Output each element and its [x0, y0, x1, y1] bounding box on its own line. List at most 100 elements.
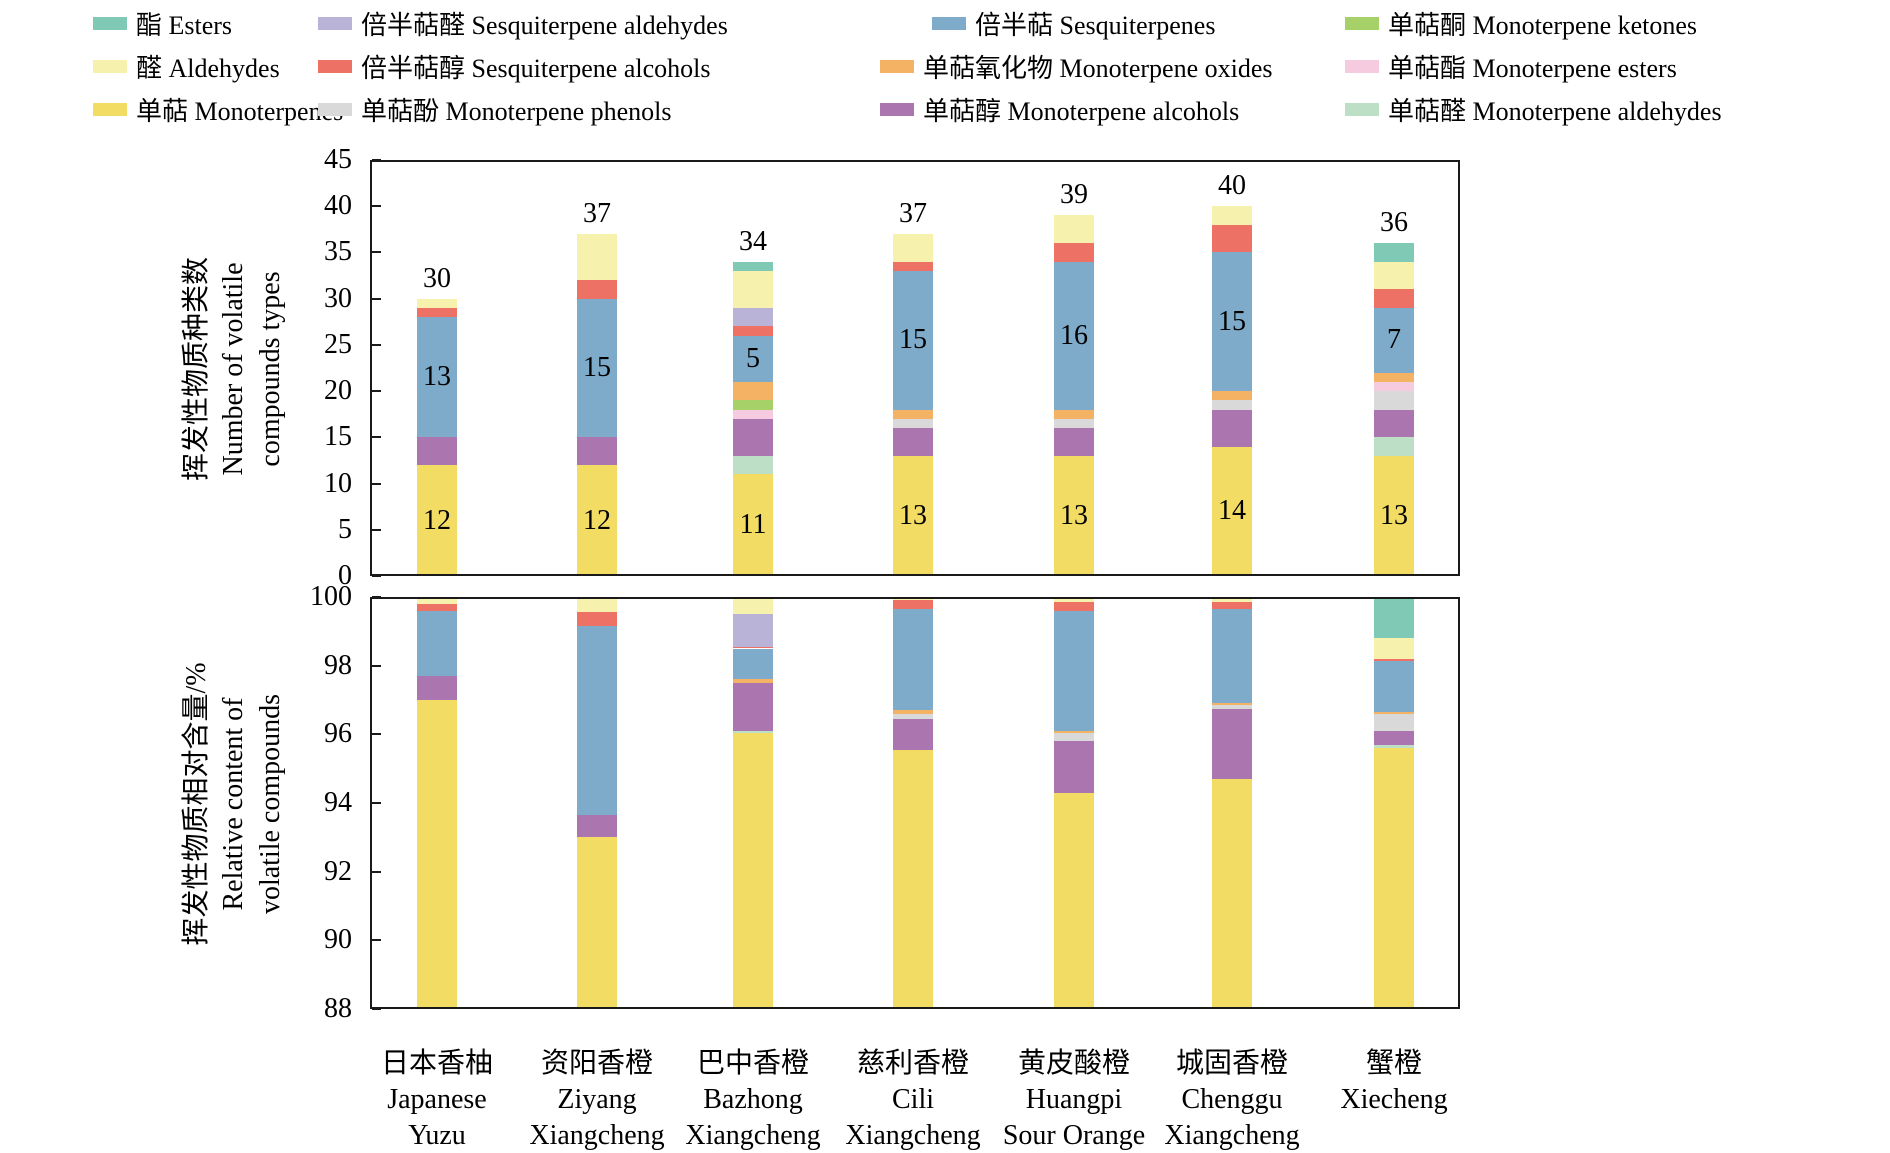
bar-segment-monoterpene_alcohols	[1374, 409, 1414, 438]
bar-segment-aldehydes	[733, 270, 773, 308]
legend-label-sesquiterpene_aldehydes: 倍半萜醛 Sesquiterpene aldehydes	[361, 10, 728, 40]
bar-segment-sesquiterpenes	[417, 610, 457, 676]
bar-segment-sesquiterpenes	[893, 609, 933, 711]
bar-segment-monoterpene_oxides	[733, 381, 773, 401]
sesquiterpene_alcohols-swatch	[318, 59, 352, 73]
legend-item-aldehydes: 醛 Aldehydes	[93, 51, 280, 83]
x-label-en-4-0: Huangpi	[1025, 1084, 1123, 1115]
bar-segment-sesquiterpenes	[1054, 261, 1094, 410]
bar-inner-label-sesquiterpenes: 5	[746, 342, 760, 374]
bar-segment-sesquiterpene_alcohols	[893, 600, 933, 609]
bar-segment-monoterpenes	[1054, 792, 1094, 1009]
bar-segment-sesquiterpene_aldehydes	[733, 307, 773, 327]
y-tick-mark-45	[372, 159, 381, 161]
bar-segment-monoterpene_esters	[1374, 381, 1414, 392]
bar-segment-monoterpene_phenols	[1054, 418, 1094, 429]
x-label-zh-6: 蟹橙	[1365, 1048, 1422, 1079]
bar-segment-sesquiterpene_alcohols	[733, 646, 773, 649]
bar-segment-sesquiterpenes	[417, 317, 457, 438]
x-label-zh-5: 城固香橙	[1175, 1048, 1288, 1079]
bar-segment-monoterpene_phenols	[1374, 713, 1414, 731]
bar-segment-monoterpene_phenols	[1212, 400, 1252, 410]
x-label-en-3-1: Xiangcheng	[845, 1120, 981, 1151]
legend-label-monoterpene_aldehydes: 单萜醛 Monoterpene aldehydes	[1388, 96, 1722, 126]
bar-segment-monoterpene_aldehydes	[1374, 437, 1414, 456]
bar-segment-monoterpene_alcohols	[733, 682, 773, 731]
bar-segment-monoterpene_alcohols	[1054, 428, 1094, 456]
bar-segment-sesquiterpene_alcohols	[1054, 602, 1094, 611]
bar-segment-monoterpene_oxides	[1374, 712, 1414, 714]
y-tick-label-90: 90	[324, 924, 352, 956]
legend-item-monoterpene_esters: 单萜酯 Monoterpene esters	[1345, 51, 1677, 83]
monoterpene_phenols-swatch	[318, 102, 352, 116]
bar-segment-esters	[733, 261, 773, 271]
bar-segment-monoterpene_alcohols	[417, 437, 457, 466]
y-tick-label-96: 96	[324, 718, 352, 750]
bar-inner-label-sesquiterpenes: 15	[1218, 305, 1246, 337]
bar-segment-monoterpene_oxides	[1212, 703, 1252, 706]
y-tick-mark-20	[372, 390, 381, 393]
y-tick-label-40: 40	[324, 190, 352, 222]
legend-label-monoterpene_alcohols: 单萜醇 Monoterpene alcohols	[923, 96, 1240, 126]
x-label-zh-1: 资阳香橙	[540, 1048, 653, 1079]
bar-segment-monoterpene_phenols	[1054, 732, 1094, 742]
sesquiterpene_aldehydes-swatch	[318, 16, 352, 30]
y-tick-mark-0	[372, 575, 381, 577]
bar-segment-monoterpene_phenols	[893, 418, 933, 429]
y-tick-mark-5	[372, 528, 381, 531]
bar-inner-label-monoterpenes: 13	[1380, 499, 1408, 531]
bar-segment-monoterpenes	[893, 455, 933, 576]
bar-inner-label-monoterpenes: 12	[423, 504, 451, 536]
y-tick-mark-35	[372, 251, 381, 254]
bar-segment-aldehydes	[417, 298, 457, 308]
bar-segment-sesquiterpenes	[1212, 609, 1252, 704]
legend-label-monoterpene_esters: 单萜酯 Monoterpene esters	[1388, 53, 1677, 83]
legend-item-monoterpenes: 单萜 Monoterpenes	[93, 94, 343, 126]
bar-segment-aldehydes	[1054, 597, 1094, 603]
legend-item-monoterpene_alcohols: 单萜醇 Monoterpene alcohols	[880, 94, 1239, 126]
bar-segment-monoterpene_alcohols	[893, 718, 933, 750]
bar-segment-monoterpenes	[1212, 446, 1252, 576]
bar-segment-monoterpenes	[733, 732, 773, 1009]
bar-segment-esters	[1374, 597, 1414, 639]
bar-segment-monoterpene_alcohols	[1374, 730, 1414, 745]
x-label-en-1-0: Ziyang	[557, 1084, 637, 1115]
y-tick-label-100: 100	[310, 581, 352, 612]
y-tick-mark-40	[372, 205, 381, 208]
y-tick-label-45: 45	[324, 144, 352, 175]
bar-segment-monoterpenes	[577, 837, 617, 1009]
bar-inner-label-monoterpenes: 13	[1060, 499, 1088, 531]
bar-total-label: 37	[583, 197, 611, 229]
bar-inner-label-sesquiterpenes: 13	[423, 361, 451, 393]
x-label-en-0-1: Yuzu	[408, 1120, 466, 1151]
types-plot-frame	[370, 160, 1460, 576]
bar-segment-aldehydes	[1212, 597, 1252, 603]
bar-total-label: 34	[739, 225, 767, 257]
x-label-en-4-1: Sour Orange	[1002, 1120, 1146, 1151]
legend-item-sesquiterpenes: 倍半萜 Sesquiterpenes	[932, 8, 1215, 40]
bar-total-label: 37	[899, 197, 927, 229]
bar-segment-monoterpenes	[417, 465, 457, 576]
bar-inner-label-monoterpenes: 12	[583, 504, 611, 536]
types-y-axis-title-en-line2: compounds types	[254, 271, 286, 467]
content-y-axis-title-en-line1: Relative content of	[217, 697, 249, 911]
bar-segment-monoterpenes	[417, 700, 457, 1009]
bar-segment-aldehydes	[577, 233, 617, 281]
legend-label-esters: 酯 Esters	[136, 10, 233, 40]
x-label-en-6-0: Xiecheng	[1340, 1084, 1448, 1115]
bar-segment-aldehydes	[1212, 206, 1252, 225]
bar-segment-monoterpene_oxides	[1212, 391, 1252, 401]
bar-inner-label-monoterpenes: 13	[899, 499, 927, 531]
content-y-axis-title-zh: 挥发性物质相对含量/%	[180, 662, 212, 946]
bar-segment-monoterpene_oxides	[733, 679, 773, 683]
bar-segment-sesquiterpenes	[893, 270, 933, 410]
bar-total-label: 36	[1380, 207, 1408, 239]
bar-segment-monoterpenes	[1374, 748, 1414, 1009]
bar-segment-aldehydes	[1374, 638, 1414, 659]
y-tick-label-0: 0	[338, 560, 352, 591]
bar-segment-sesquiterpene_alcohols	[577, 280, 617, 299]
bar-segment-monoterpene_alcohols	[577, 815, 617, 838]
y-tick-mark-25	[372, 343, 381, 346]
bar-total-label: 39	[1060, 179, 1088, 211]
legend-label-monoterpene_oxides: 单萜氧化物 Monoterpene oxides	[923, 53, 1273, 83]
